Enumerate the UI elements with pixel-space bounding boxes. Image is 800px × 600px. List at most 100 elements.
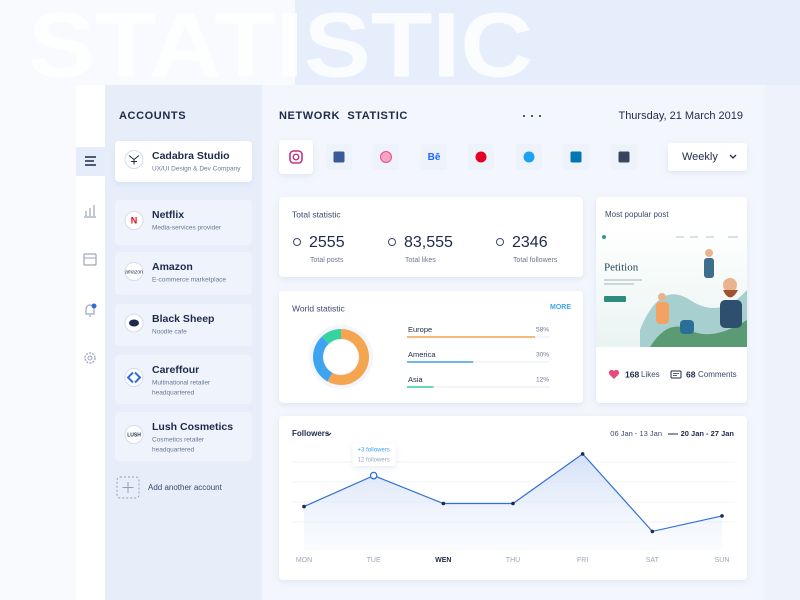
donut-hole	[324, 340, 358, 374]
account-card[interactable]: LUSH Lush Cosmetics Cosmetics retailer head…	[115, 412, 252, 461]
background-band	[295, 0, 800, 85]
image-plants	[650, 320, 747, 347]
card-title: Most popular post	[605, 210, 669, 219]
social-tab[interactable]	[326, 144, 352, 170]
stat-icon	[496, 238, 504, 246]
social-tab[interactable]	[373, 144, 399, 170]
day-label: TUE	[367, 557, 381, 564]
region-name: Asia	[408, 375, 423, 384]
tooltip	[352, 444, 396, 466]
dropdown-box	[668, 143, 747, 171]
watermark: STATISTIC	[28, 0, 533, 96]
social-tab[interactable]	[468, 144, 494, 170]
card-title: Total statistic	[292, 209, 341, 219]
point[interactable]	[650, 529, 655, 534]
account-card[interactable]: Careffour Multinational retailer headquart…	[115, 355, 252, 404]
chevron	[326, 432, 332, 436]
comment-shape	[670, 370, 682, 379]
stat-label: Total posts	[310, 257, 344, 264]
more-link[interactable]: MORE	[550, 304, 571, 311]
account-description: Media-services provider	[152, 225, 222, 232]
image-person	[705, 249, 713, 257]
icon	[618, 151, 630, 163]
account-card[interactable]: Cadabra Studio UX/UI Design & Dev Company	[115, 141, 252, 182]
add-account-label: Add another account	[148, 483, 223, 492]
account-card[interactable]: N Netflix Media-services provider	[115, 200, 252, 245]
account-card[interactable]: amazon Amazon E-commerce marketplace	[115, 252, 252, 295]
icon	[570, 151, 582, 163]
nav-settings[interactable]	[84, 352, 96, 364]
logo-text: LUSH	[127, 432, 141, 438]
point[interactable]	[720, 514, 724, 518]
account-logo	[124, 425, 144, 444]
range-previous[interactable]: 06 Jan - 13 Jan	[610, 429, 662, 438]
donut-segment	[313, 336, 333, 382]
nav-icon	[87, 355, 93, 361]
region-percent: 58%	[536, 327, 549, 334]
region-name: Europe	[408, 325, 432, 334]
network-title: NETWORK STATISTIC	[279, 110, 408, 122]
icon	[523, 151, 535, 163]
donut-segment	[327, 329, 369, 385]
nav-stats[interactable]	[84, 205, 96, 218]
comment-icon[interactable]	[670, 370, 682, 379]
nav-badge	[91, 303, 97, 309]
account-card[interactable]: Black Sheep Noodle cafe	[115, 304, 252, 346]
tooltip-value: 12 followers	[358, 458, 390, 464]
background-right	[765, 85, 800, 600]
image-person	[658, 293, 666, 301]
post-image[interactable]: Petition	[596, 228, 747, 347]
image-text	[604, 279, 642, 285]
region-name: America	[408, 350, 436, 359]
card-bg	[115, 200, 252, 245]
more-menu[interactable]	[523, 115, 541, 117]
icon	[475, 151, 487, 163]
icon	[292, 153, 300, 161]
heart-icon[interactable]	[608, 369, 620, 379]
card-bg	[115, 412, 252, 461]
followers-chart: MON TUE WEN THU FRI SAT SUN +3 followers 12 foll…	[292, 444, 734, 564]
region-percent: 30%	[536, 352, 549, 359]
point[interactable]	[511, 501, 515, 506]
stat-label: Total likes	[405, 257, 436, 264]
icon-text: Bē	[428, 152, 441, 163]
likes-count: 168	[625, 369, 639, 379]
account-list: Cadabra Studio UX/UI Design & Dev Company…	[115, 141, 252, 461]
point[interactable]	[302, 504, 306, 509]
social-tab[interactable]: Bē	[421, 144, 447, 170]
card-title: World statistic	[292, 303, 345, 313]
image-person	[704, 258, 714, 278]
add-account[interactable]: Add another account	[116, 476, 223, 499]
stat-value: 2346	[512, 234, 548, 251]
point[interactable]	[441, 501, 446, 506]
social-tab[interactable]	[611, 144, 637, 170]
logo-text: N	[131, 215, 138, 225]
social-tab[interactable]	[516, 144, 542, 170]
nav-calendar[interactable]	[83, 253, 97, 266]
social-tab[interactable]	[563, 144, 589, 170]
day-label: WEN	[435, 557, 451, 564]
range-current[interactable]: 20 Jan - 27 Jan	[681, 429, 735, 438]
image-person	[656, 302, 669, 324]
dropdown-label: Weekly	[682, 151, 718, 163]
point-highlight[interactable]	[369, 471, 378, 480]
account-description: Multinational retailer	[152, 380, 211, 387]
period-dropdown[interactable]: Weekly	[668, 143, 747, 171]
day-label: THU	[506, 557, 520, 564]
card-bg	[115, 141, 252, 182]
region-percent: 12%	[536, 377, 549, 384]
image-beard	[723, 290, 738, 298]
icon	[380, 151, 392, 163]
tooltip-delta: +3 followers	[358, 448, 390, 454]
social-tab[interactable]	[279, 140, 313, 174]
nav-dashboard[interactable]	[76, 147, 105, 176]
image-person	[680, 320, 694, 334]
image-person	[720, 300, 742, 328]
image-button	[604, 296, 626, 302]
account-logo	[124, 262, 144, 281]
image-title: Petition	[604, 262, 639, 274]
point[interactable]	[580, 452, 585, 456]
nav-notifications[interactable]	[85, 303, 97, 317]
followers-dropdown[interactable]: Followers	[292, 429, 332, 438]
